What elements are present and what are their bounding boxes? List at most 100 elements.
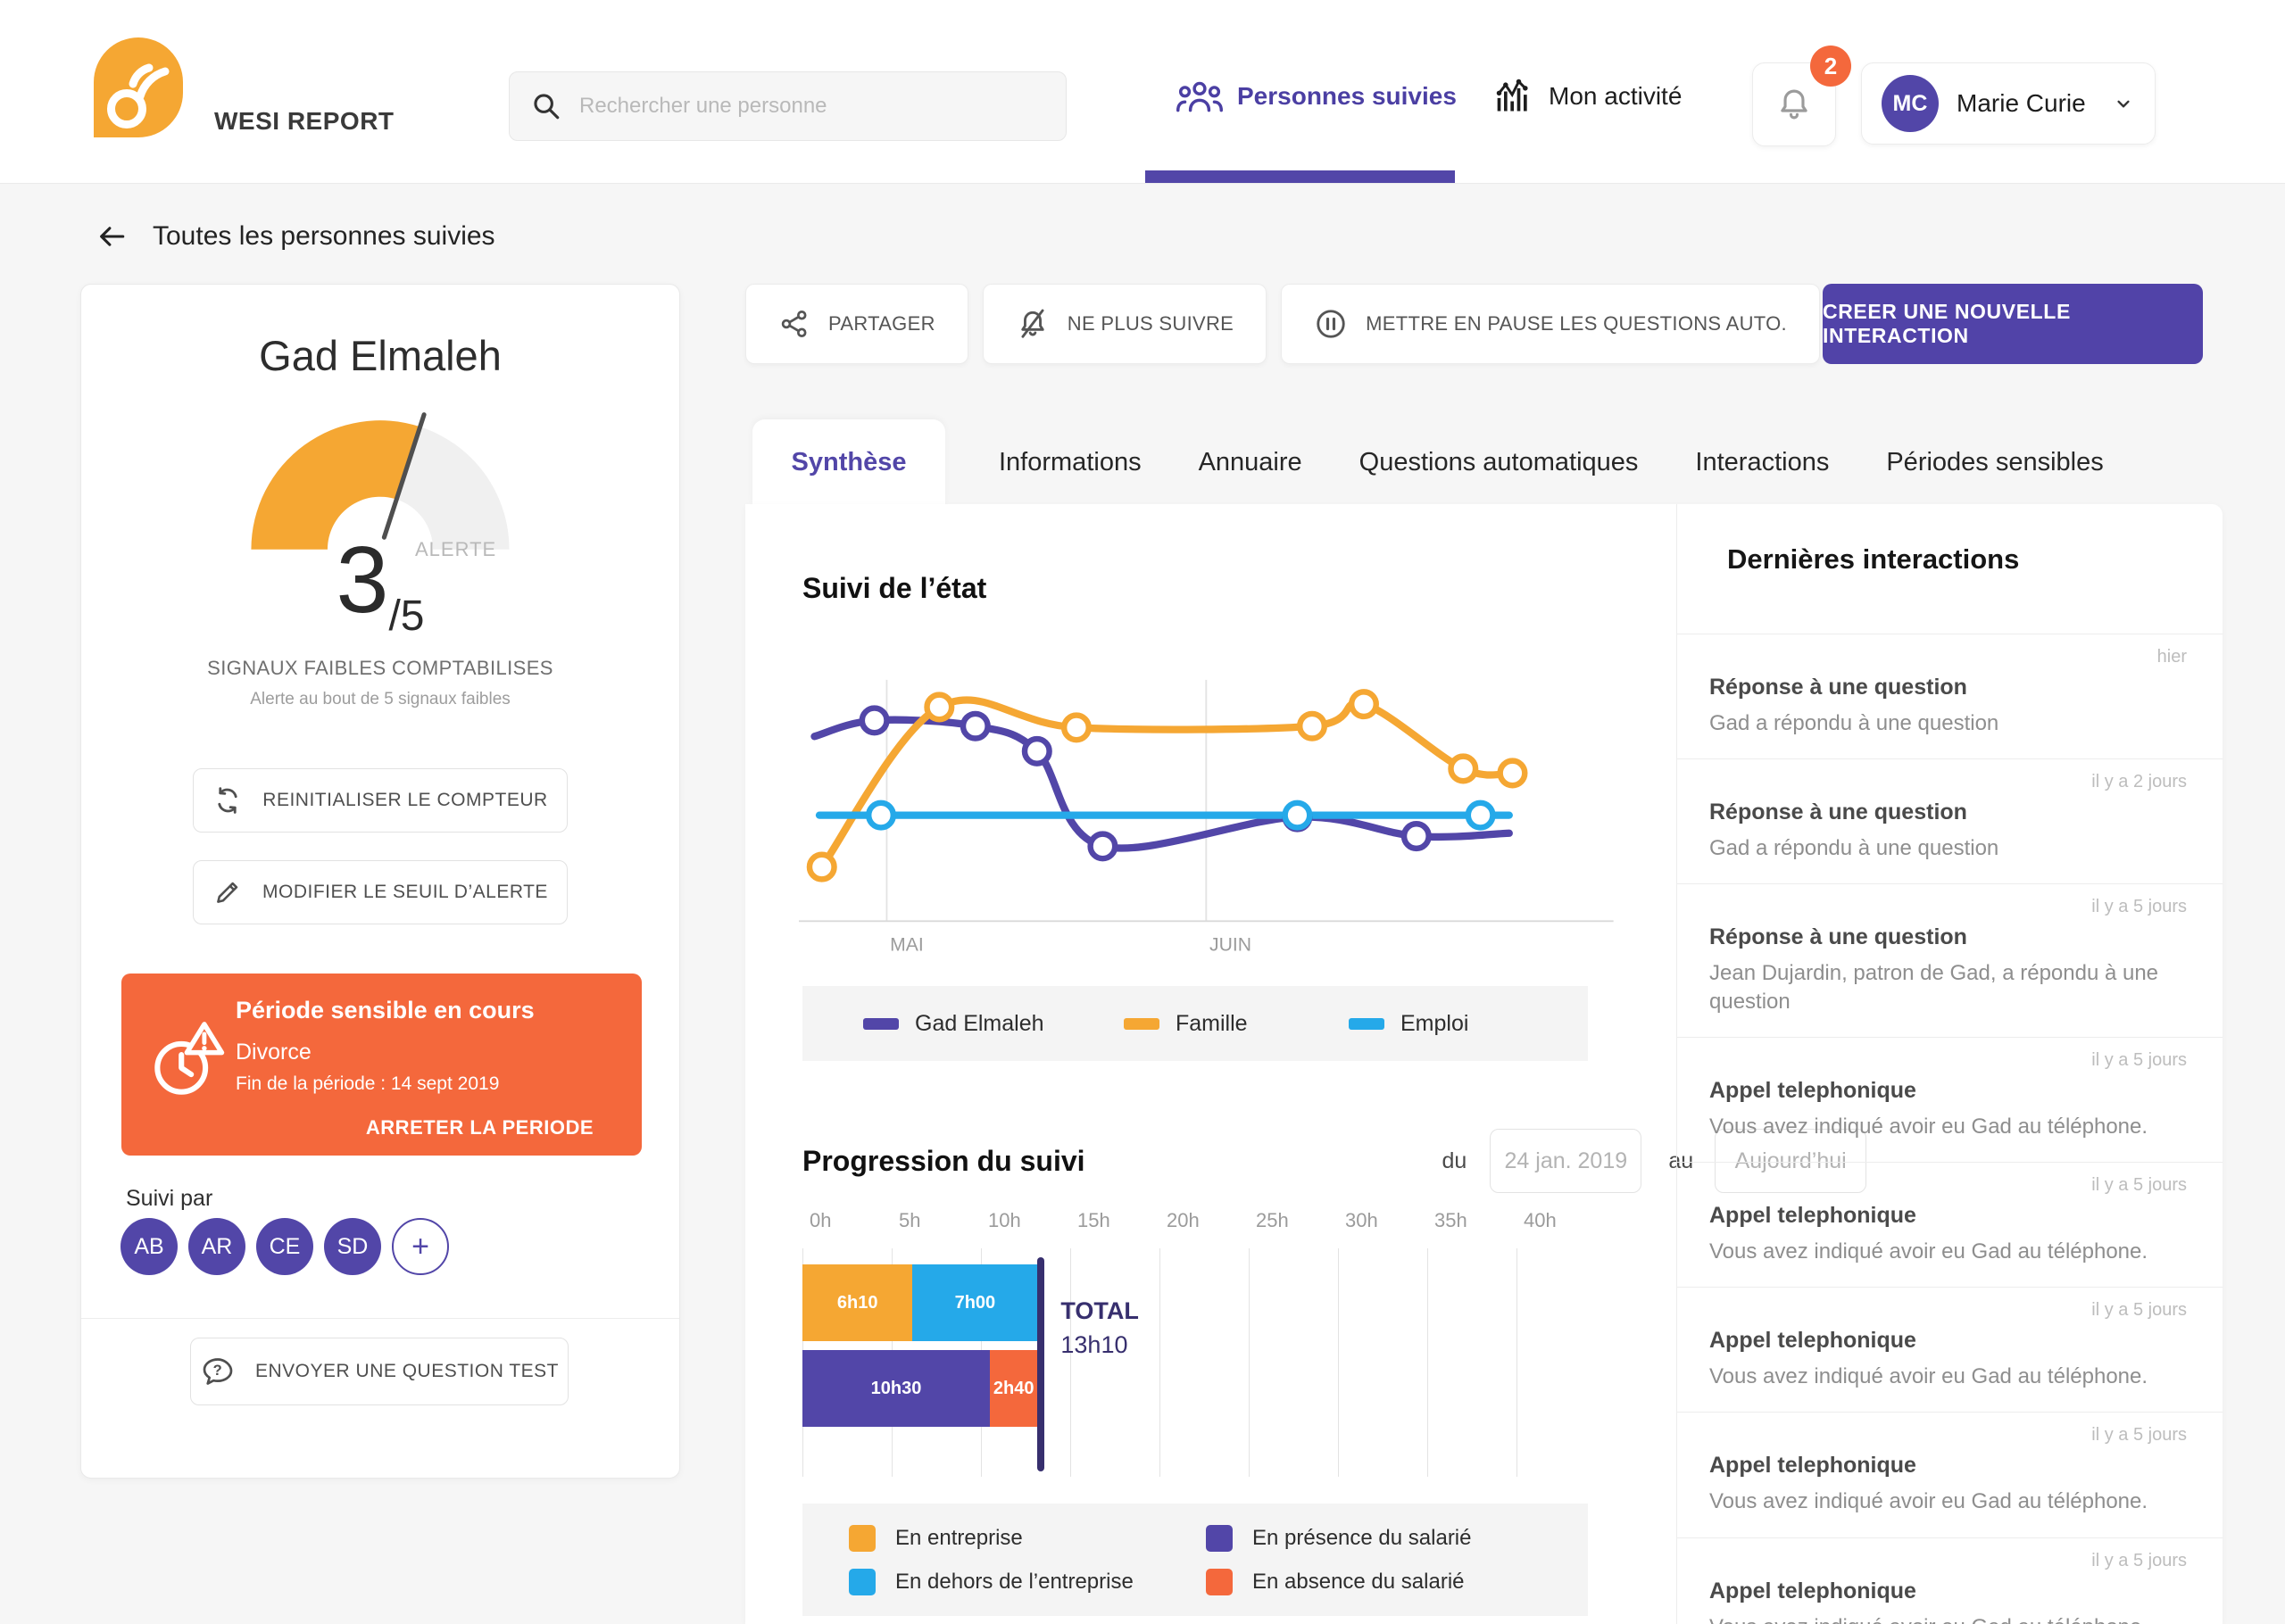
axis-gridline [1427,1248,1428,1477]
back-link[interactable]: Toutes les personnes suivies [94,221,495,252]
search-bar[interactable] [509,71,1067,141]
interaction-item[interactable]: il y a 5 jours Réponse à une question Jean… [1677,884,2223,1038]
tab-p-riodes-sensibles[interactable]: Périodes sensibles [1886,447,2104,476]
legend-item: En entreprise [849,1524,1206,1552]
sensitive-period-end: Fin de la période : 14 sept 2019 [236,1073,500,1094]
bar-segment: 6h10 [802,1264,913,1341]
signal-score: 3/5 [81,533,679,640]
legend-swatch [849,1524,876,1552]
nav-mon-activite[interactable]: Mon activité [1493,77,1682,116]
interaction-timestamp: hier [2156,647,2187,667]
legend-label: En absence du salarié [1252,1569,1465,1594]
interaction-title: Appel telephonique [1709,1578,1916,1603]
alert-gauge [242,411,519,561]
share-button[interactable]: PARTAGER [745,284,968,364]
stop-period-button[interactable]: ARRETER LA PERIODE [365,1116,594,1139]
legend-label: Gad Elmaleh [915,1010,1044,1036]
send-test-question-button[interactable]: ? ENVOYER UNE QUESTION TEST [190,1338,569,1405]
svg-text:JUIN: JUIN [1209,934,1251,955]
chevron-down-icon [2117,100,2130,108]
interaction-item[interactable]: hier Réponse à une question Gad a répondu … [1677,634,2223,760]
axis-tick-label: 30h [1345,1209,1378,1231]
app-logo [94,37,183,137]
bell-icon [1781,89,1807,120]
interaction-description: Vous avez indiqué avoir eu Gad au téléph… [1709,1239,2148,1264]
legend-item: Famille [1124,986,1248,1061]
notifications-button[interactable]: 2 [1752,46,1851,146]
bar-segment: 10h30 [802,1350,990,1427]
tab-synth-se[interactable]: Synthèse [752,419,945,505]
legend-label: En dehors de l’entreprise [895,1569,1134,1594]
search-input[interactable] [577,93,1044,120]
create-interaction-button[interactable]: CREER UNE NOUVELLE INTERACTION [1823,284,2203,364]
interaction-item[interactable]: il y a 5 jours Appel telephonique Vous ave… [1677,1413,2223,1538]
interactions-title: Dernières interactions [1727,543,2020,575]
pause-auto-questions-button[interactable]: METTRE EN PAUSE LES QUESTIONS AUTO. [1281,284,1820,364]
logo-ring [107,89,146,128]
axis-gridline [1070,1248,1071,1477]
bell-slash-icon [1021,309,1044,338]
interaction-timestamp: il y a 5 jours [2091,1550,2187,1570]
progress-section-title: Progression du suivi [802,1144,1085,1177]
bar-value-label: 10h30 [870,1378,922,1398]
axis-gridline [1516,1248,1517,1477]
tab-annuaire[interactable]: Annuaire [1198,447,1302,476]
bar-value-label: 6h10 [836,1292,878,1313]
tab-informations[interactable]: Informations [999,447,1142,476]
pencil-icon [217,882,238,903]
reset-counter-label: REINITIALISER LE COMPTEUR [262,790,548,810]
user-name: Marie Curie [1957,89,2086,117]
interaction-item[interactable]: il y a 5 jours Appel telephonique Vous ave… [1677,1288,2223,1413]
interaction-description: Jean Dujardin, patron de Gad, a répondu … [1709,961,2159,1014]
axis-tick-label: 5h [899,1209,921,1231]
interactions-sidebar: Dernières interactions hier Réponse à une… [1676,504,2223,1624]
legend-swatch [1124,1017,1159,1030]
follower-avatar[interactable]: SD [324,1218,381,1275]
bar-segment: 7h00 [912,1264,1038,1341]
legend-item: En dehors de l’entreprise [849,1568,1206,1595]
legend-item: Emploi [1349,986,1468,1061]
notification-badge: 2 [1810,46,1851,87]
interaction-description: Vous avez indiqué avoir eu Gad au téléph… [1709,1364,2148,1389]
modify-threshold-button[interactable]: MODIFIER LE SEUIL D’ALERTE [193,860,568,924]
nav-label: Personnes suivies [1237,82,1457,110]
axis-tick-label: 25h [1256,1209,1289,1231]
unfollow-button[interactable]: NE PLUS SUIVRE [982,284,1267,364]
interaction-title: Appel telephonique [1709,1453,1916,1479]
interaction-item[interactable]: il y a 5 jours Appel telephonique Vous ave… [1677,1163,2223,1288]
date-from-label: du [1442,1148,1467,1173]
legend-swatch [1349,1017,1384,1030]
nav-personnes-suivies[interactable]: Personnes suivies [1176,77,1457,116]
interaction-item[interactable]: il y a 5 jours Appel telephonique Vous ave… [1677,1538,2223,1624]
interaction-description: Gad a répondu à une question [1709,711,1999,735]
reset-counter-button[interactable]: REINITIALISER LE COMPTEUR [193,768,568,833]
user-menu[interactable]: MC Marie Curie [1861,62,2156,145]
modify-threshold-label: MODIFIER LE SEUIL D’ALERTE [262,882,548,902]
interaction-item[interactable]: il y a 2 jours Réponse à une question Gad … [1677,759,2223,885]
interaction-item[interactable]: il y a 5 jours Appel telephonique Vous ave… [1677,1038,2223,1163]
legend-label: Emploi [1400,1010,1469,1036]
legend-swatch [849,1568,876,1595]
score-max: /5 [388,592,425,640]
bar-chart-legend: En entreprise En présence du salarié En de… [802,1504,1588,1616]
interaction-description: Gad a répondu à une question [1709,836,1999,861]
date-from-input[interactable]: 24 jan. 2019 [1490,1129,1642,1193]
score-subcaption: Alerte au bout de 5 signaux faibles [250,690,511,708]
axis-tick-label: 10h [988,1209,1021,1231]
top-header: WESI REPORT Personnes suivies Mon activi… [0,0,2285,184]
date-to-input[interactable]: Aujourd’hui [1715,1129,1867,1193]
user-avatar: MC [1882,75,1939,132]
follower-avatar[interactable]: AB [120,1218,178,1275]
active-nav-underline [1145,170,1455,183]
follower-avatar[interactable]: AR [188,1218,245,1275]
unfollow-label: NE PLUS SUIVRE [1067,312,1234,335]
logo-waves-icon [129,63,170,101]
total-marker-line [1037,1257,1045,1471]
bar-value-label: 7h00 [954,1292,996,1313]
synthese-panel: Suivi de l’état MAI JUIN Gad Elmaleh Famil… [745,504,2223,1624]
follower-avatar[interactable]: CE [256,1218,313,1275]
tab-interactions[interactable]: Interactions [1695,447,1830,476]
score-value: 3 [336,527,389,633]
tab-questions-automatiques[interactable]: Questions automatiques [1359,447,1639,476]
add-follower-button[interactable]: + [392,1218,449,1275]
